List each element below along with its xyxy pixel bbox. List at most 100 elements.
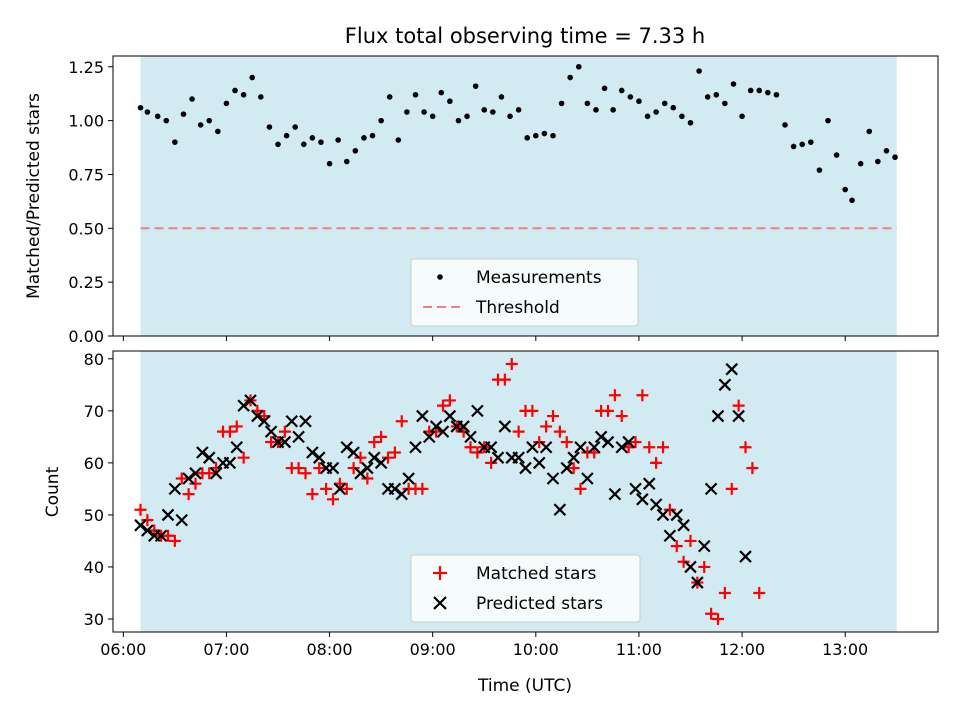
y-tick-label: 0.00 (68, 327, 104, 346)
measurement-point (189, 96, 195, 102)
matched-star-point (574, 482, 587, 495)
matched-star-point (718, 586, 731, 599)
matched-star-point (471, 446, 484, 459)
predicted-star-point (257, 414, 271, 428)
predicted-star-point (649, 498, 663, 511)
y-tick-label: 60 (84, 454, 104, 473)
predicted-star-point (615, 440, 629, 454)
measurement-point (636, 98, 642, 105)
measurement-point (283, 132, 290, 139)
measurement-point (369, 132, 376, 139)
measurement-point (429, 113, 436, 120)
measurement-point (644, 113, 651, 120)
matched-star-point (725, 482, 738, 495)
predicted-star-point (656, 508, 670, 522)
predicted-star-point (202, 451, 216, 464)
measurement-point (739, 113, 745, 120)
predicted-star-point (491, 451, 505, 464)
predicted-star-point (278, 435, 292, 449)
y-tick-label: 0.75 (68, 165, 104, 184)
measurement-point (730, 81, 737, 87)
measurement-point (661, 100, 668, 107)
measurement-point (627, 94, 634, 100)
matched-star-point (327, 493, 339, 506)
x-tick-label: 06:00 (100, 640, 146, 659)
measurement-point (215, 128, 221, 135)
predicted-star-point (697, 539, 711, 553)
predicted-star-point (209, 467, 223, 480)
predicted-star-point (732, 409, 745, 423)
count-x-axis: 06:00 07:00 08:00 09:00 10:00 11:00 12:00 13:00 (100, 632, 868, 659)
predicted-star-point (347, 446, 360, 459)
matched-star-point (223, 425, 236, 438)
predicted-star-point (395, 487, 409, 501)
predicted-star-point (519, 461, 532, 475)
predicted-stars-points (134, 362, 752, 589)
predicted-star-point (134, 519, 147, 532)
predicted-star-point (361, 461, 374, 475)
measurement-point (197, 122, 204, 128)
matched-star-point (230, 420, 243, 433)
measurement-point (696, 68, 702, 74)
measurement-point (472, 83, 479, 89)
measurement-point (567, 74, 573, 81)
matched-star-point (684, 534, 697, 547)
matched-star-point (278, 425, 291, 438)
predicted-star-point (354, 467, 367, 480)
predicted-star-point (409, 440, 422, 454)
predicted-star-point (251, 409, 264, 423)
predicted-star-point (532, 456, 546, 470)
predicted-star-point (416, 409, 429, 423)
matched-star-point (340, 482, 353, 495)
measurement-point (892, 154, 898, 161)
matched-star-point (395, 415, 408, 428)
matched-star-point (416, 482, 429, 495)
measurement-point (782, 122, 788, 128)
measurement-point (601, 85, 608, 92)
matched-star-point (141, 514, 154, 527)
measurement-point (275, 141, 281, 148)
predicted-star-point (725, 362, 739, 376)
matched-star-point (306, 488, 319, 501)
predicted-star-point (684, 560, 697, 574)
ratio-plot-area (112, 55, 939, 337)
legend-threshold-label: Threshold (475, 298, 560, 318)
measurement-point (875, 158, 881, 165)
y-tick-label: 1.00 (68, 112, 104, 131)
measurement-point (438, 89, 445, 96)
legend-predicted-marker (433, 596, 447, 610)
measurement-point (507, 113, 513, 120)
matched-star-point (354, 451, 367, 464)
predicted-star-point (587, 440, 601, 454)
measurement-point (747, 87, 754, 94)
measurement-point (404, 109, 410, 115)
matched-star-point (567, 462, 580, 475)
measurement-point (300, 141, 307, 148)
measurement-point (722, 100, 728, 107)
matched-star-point (753, 586, 766, 599)
predicted-star-point (175, 513, 189, 527)
matched-star-point (464, 441, 477, 454)
predicted-star-point (711, 409, 725, 423)
measurement-point (773, 91, 780, 98)
measurement-point (481, 107, 488, 113)
measurement-point (550, 132, 556, 139)
matched-star-point (375, 430, 388, 443)
x-axis-label: Time (UTC) (477, 676, 572, 696)
matched-star-point (615, 410, 628, 423)
count-y-axis: 30 40 50 60 70 80 (84, 350, 113, 629)
matched-star-point (533, 436, 546, 449)
ratio-y-axis: 0.00 0.25 0.50 0.75 1.00 1.25 (68, 58, 113, 346)
matched-star-point (182, 488, 195, 501)
y-tick-label: 40 (84, 558, 104, 577)
predicted-star-point (436, 425, 450, 438)
measurement-point (575, 63, 582, 70)
matched-star-point (437, 399, 449, 412)
measurement-point (670, 104, 677, 111)
predicted-star-point (230, 440, 244, 454)
measurement-point (361, 135, 367, 141)
predicted-star-point (141, 524, 154, 537)
measurement-point (137, 104, 144, 111)
matched-star-point (629, 436, 642, 449)
measurement-point (144, 109, 151, 115)
